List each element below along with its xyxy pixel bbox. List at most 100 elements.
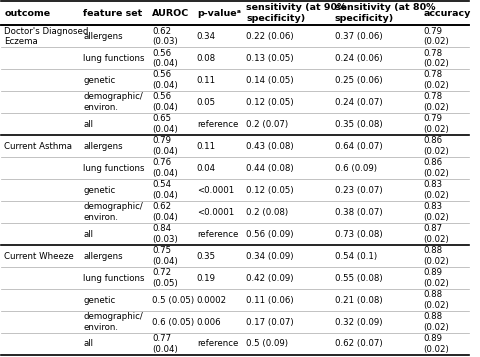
Text: 0.05: 0.05	[196, 98, 216, 107]
Text: 0.78
(0.02): 0.78 (0.02)	[423, 70, 448, 90]
Text: 0.32 (0.09): 0.32 (0.09)	[334, 317, 382, 327]
Text: 0.88
(0.02): 0.88 (0.02)	[423, 246, 448, 266]
Text: 0.24 (0.07): 0.24 (0.07)	[334, 98, 382, 107]
Text: allergens: allergens	[83, 252, 123, 261]
Text: lung functions: lung functions	[83, 54, 144, 63]
Text: sensitivity (at 90%
specificity): sensitivity (at 90% specificity)	[246, 4, 346, 23]
Text: 0.43 (0.08): 0.43 (0.08)	[246, 142, 293, 151]
Text: 0.11: 0.11	[196, 76, 216, 85]
Text: 0.79
(0.02): 0.79 (0.02)	[423, 26, 448, 46]
Text: demographic/
environ.: demographic/ environ.	[83, 92, 143, 112]
Text: 0.88
(0.02): 0.88 (0.02)	[423, 290, 448, 310]
Text: 0.25 (0.06): 0.25 (0.06)	[334, 76, 382, 85]
Text: 0.04: 0.04	[196, 164, 216, 173]
Text: 0.6 (0.05): 0.6 (0.05)	[152, 317, 194, 327]
Text: 0.78
(0.02): 0.78 (0.02)	[423, 49, 448, 68]
Text: 0.38 (0.07): 0.38 (0.07)	[334, 208, 382, 217]
Text: 0.2 (0.08): 0.2 (0.08)	[246, 208, 288, 217]
Text: 0.77
(0.04): 0.77 (0.04)	[152, 334, 178, 354]
Text: 0.13 (0.05): 0.13 (0.05)	[246, 54, 293, 63]
Text: 0.84
(0.03): 0.84 (0.03)	[152, 224, 178, 244]
Text: 0.21 (0.08): 0.21 (0.08)	[334, 296, 382, 305]
Text: 0.37 (0.06): 0.37 (0.06)	[334, 32, 382, 41]
Text: accuracy: accuracy	[423, 9, 470, 17]
Text: 0.65
(0.04): 0.65 (0.04)	[152, 115, 178, 134]
Text: all: all	[83, 340, 93, 348]
Text: 0.6 (0.09): 0.6 (0.09)	[334, 164, 376, 173]
Text: Current Asthma: Current Asthma	[4, 142, 72, 151]
Text: 0.35: 0.35	[196, 252, 216, 261]
Text: 0.83
(0.02): 0.83 (0.02)	[423, 180, 448, 200]
Text: 0.42 (0.09): 0.42 (0.09)	[246, 273, 293, 283]
Text: allergens: allergens	[83, 142, 123, 151]
Text: 0.89
(0.02): 0.89 (0.02)	[423, 334, 448, 354]
Text: 0.44 (0.08): 0.44 (0.08)	[246, 164, 293, 173]
Text: 0.5 (0.05): 0.5 (0.05)	[152, 296, 194, 305]
Text: 0.78
(0.02): 0.78 (0.02)	[423, 92, 448, 112]
Text: allergens: allergens	[83, 32, 123, 41]
Text: 0.62
(0.03): 0.62 (0.03)	[152, 26, 178, 46]
Text: 0.54 (0.1): 0.54 (0.1)	[334, 252, 376, 261]
Text: 0.83
(0.02): 0.83 (0.02)	[423, 202, 448, 222]
Text: reference: reference	[196, 120, 238, 129]
Text: 0.22 (0.06): 0.22 (0.06)	[246, 32, 293, 41]
Text: <0.0001: <0.0001	[196, 186, 234, 195]
Text: reference: reference	[196, 340, 238, 348]
Text: 0.35 (0.08): 0.35 (0.08)	[334, 120, 382, 129]
Text: 0.86
(0.02): 0.86 (0.02)	[423, 136, 448, 156]
Text: genetic: genetic	[83, 296, 115, 305]
Text: sensitivity (at 80%
specificity): sensitivity (at 80% specificity)	[334, 4, 434, 23]
Text: <0.0001: <0.0001	[196, 208, 234, 217]
Text: 0.55 (0.08): 0.55 (0.08)	[334, 273, 382, 283]
Text: p-valueᵃ: p-valueᵃ	[196, 9, 240, 17]
Text: 0.75
(0.04): 0.75 (0.04)	[152, 246, 178, 266]
Text: 0.64 (0.07): 0.64 (0.07)	[334, 142, 382, 151]
Text: 0.62
(0.04): 0.62 (0.04)	[152, 202, 178, 222]
Text: 0.34 (0.09): 0.34 (0.09)	[246, 252, 293, 261]
Text: 0.23 (0.07): 0.23 (0.07)	[334, 186, 382, 195]
Text: 0.89
(0.02): 0.89 (0.02)	[423, 268, 448, 288]
Text: lung functions: lung functions	[83, 273, 144, 283]
Text: AUROC: AUROC	[152, 9, 189, 17]
Text: 0.2 (0.07): 0.2 (0.07)	[246, 120, 288, 129]
Text: 0.12 (0.05): 0.12 (0.05)	[246, 186, 293, 195]
Text: 0.87
(0.02): 0.87 (0.02)	[423, 224, 448, 244]
Text: 0.34: 0.34	[196, 32, 216, 41]
Text: 0.08: 0.08	[196, 54, 216, 63]
Text: 0.72
(0.05): 0.72 (0.05)	[152, 268, 178, 288]
Text: 0.0002: 0.0002	[196, 296, 227, 305]
Text: 0.19: 0.19	[196, 273, 216, 283]
Text: 0.11: 0.11	[196, 142, 216, 151]
Text: outcome: outcome	[4, 9, 50, 17]
Text: feature set: feature set	[83, 9, 142, 17]
Text: lung functions: lung functions	[83, 164, 144, 173]
Text: demographic/
environ.: demographic/ environ.	[83, 312, 143, 332]
Text: 0.79
(0.02): 0.79 (0.02)	[423, 115, 448, 134]
Text: 0.11 (0.06): 0.11 (0.06)	[246, 296, 293, 305]
Text: 0.17 (0.07): 0.17 (0.07)	[246, 317, 293, 327]
Text: 0.73 (0.08): 0.73 (0.08)	[334, 230, 382, 238]
Text: 0.5 (0.09): 0.5 (0.09)	[246, 340, 288, 348]
Text: all: all	[83, 230, 93, 238]
Text: 0.56
(0.04): 0.56 (0.04)	[152, 49, 178, 68]
Text: 0.79
(0.04): 0.79 (0.04)	[152, 136, 178, 156]
Text: 0.88
(0.02): 0.88 (0.02)	[423, 312, 448, 332]
Text: reference: reference	[196, 230, 238, 238]
Text: 0.56
(0.04): 0.56 (0.04)	[152, 70, 178, 90]
Text: 0.006: 0.006	[196, 317, 221, 327]
Text: 0.54
(0.04): 0.54 (0.04)	[152, 180, 178, 200]
Text: 0.56 (0.09): 0.56 (0.09)	[246, 230, 293, 238]
Text: 0.86
(0.02): 0.86 (0.02)	[423, 159, 448, 178]
Text: demographic/
environ.: demographic/ environ.	[83, 202, 143, 222]
Text: Current Wheeze: Current Wheeze	[4, 252, 74, 261]
Text: 0.56
(0.04): 0.56 (0.04)	[152, 92, 178, 112]
Text: 0.62 (0.07): 0.62 (0.07)	[334, 340, 382, 348]
Text: 0.12 (0.05): 0.12 (0.05)	[246, 98, 293, 107]
Text: Doctor's Diagnosed
Eczema: Doctor's Diagnosed Eczema	[4, 26, 89, 46]
Text: all: all	[83, 120, 93, 129]
Text: 0.24 (0.06): 0.24 (0.06)	[334, 54, 382, 63]
Text: 0.14 (0.05): 0.14 (0.05)	[246, 76, 293, 85]
Text: genetic: genetic	[83, 76, 115, 85]
Text: 0.76
(0.04): 0.76 (0.04)	[152, 159, 178, 178]
Text: genetic: genetic	[83, 186, 115, 195]
